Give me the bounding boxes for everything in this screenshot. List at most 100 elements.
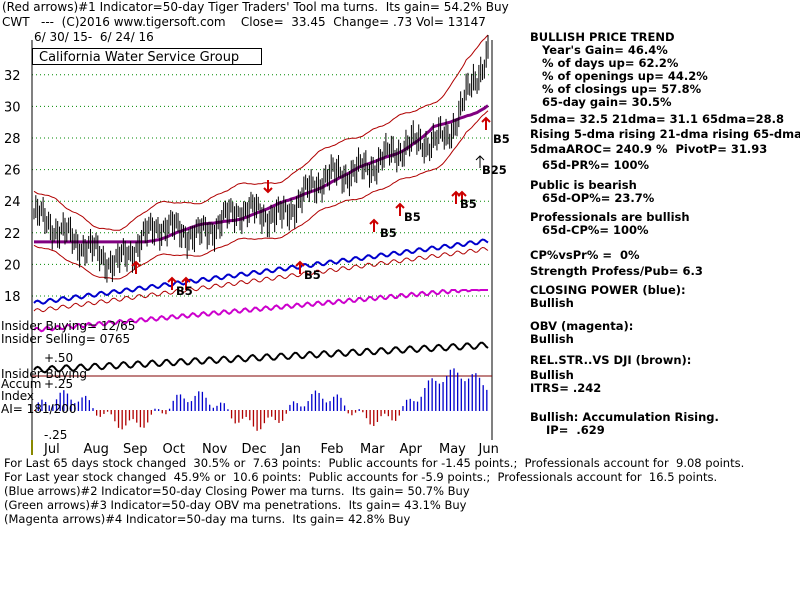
closing-power-ma — [33, 246, 489, 313]
accum-bar — [271, 410, 273, 417]
signal-arrow — [181, 276, 191, 290]
sidebar-line: BULLISH PRICE TREND — [530, 30, 675, 44]
header-line-1: (Red arrows)#1 Indicator=50-day Tiger Tr… — [2, 0, 509, 14]
accum-bar — [274, 410, 276, 421]
sidebar-line: Bullish — [530, 332, 574, 346]
accum-bar — [296, 403, 298, 411]
accum-bar — [219, 402, 222, 411]
accum-bar — [340, 397, 342, 411]
sidebar-line: % of closings up= 57.8% — [530, 82, 702, 96]
accum-bar — [63, 390, 65, 411]
x-tick-label: Jun — [478, 442, 499, 457]
sidebar-line: % of days up= 62.2% — [530, 56, 679, 70]
accum-bar — [475, 373, 477, 411]
sidebar-line: 5dmaAROC= 240.9 % PivotP= 31.93 — [530, 142, 768, 156]
accum-bar — [241, 410, 244, 419]
x-tick-label: Feb — [321, 442, 344, 457]
accum-bar — [460, 378, 462, 411]
insider-buying-short-label: Insider Buying — [1, 367, 87, 381]
sidebar-line: CLOSING POWER (blue): — [530, 283, 686, 297]
accum-bar — [263, 410, 266, 424]
accum-bar — [267, 410, 269, 418]
sidebar-line: OBV (magenta): — [530, 319, 634, 333]
closing-power-line — [33, 238, 489, 313]
accum-bar — [92, 408, 94, 411]
accum-bar — [354, 410, 357, 413]
header-line-3: 6/ 30/ 15- 6/ 24/ 16 — [34, 30, 154, 44]
x-tick-label: Sep — [123, 442, 148, 457]
sidebar-line: Bullish — [530, 368, 574, 382]
accum-bar — [95, 410, 98, 416]
accum-bar — [77, 401, 80, 411]
accum-bar — [285, 410, 287, 414]
sidebar-line: 65d-PR%= 100% — [530, 158, 649, 172]
signal-arrow — [131, 260, 141, 274]
accum-bar — [139, 410, 142, 428]
accum-bar — [143, 410, 145, 428]
accum-bar — [391, 410, 393, 421]
accum-bar — [446, 375, 448, 411]
accum-bar — [132, 410, 134, 420]
accum-bar — [380, 410, 382, 417]
accum-bar — [81, 397, 83, 411]
accum-bar — [212, 407, 214, 411]
accum-bar — [165, 410, 167, 415]
accum-bar — [216, 405, 218, 411]
accum-bar — [442, 382, 444, 411]
accum-bar — [365, 410, 368, 419]
accum-bar — [125, 410, 127, 426]
rel-strength — [33, 341, 489, 374]
accum-bar — [438, 383, 441, 411]
x-tick-label: Nov — [202, 442, 228, 457]
y-tick-label: 22 — [4, 227, 21, 242]
accum-bar — [464, 381, 466, 411]
accum-bar — [157, 409, 160, 411]
accum-bar — [467, 378, 470, 411]
plus25-label: +.25 — [44, 377, 74, 391]
accum-bar — [311, 394, 313, 411]
accum-bar — [44, 401, 47, 411]
index-label: Index — [1, 389, 35, 403]
accum-bar — [198, 391, 200, 411]
accum-bar — [329, 401, 331, 411]
ma65-line — [34, 104, 489, 244]
sidebar-line: 5dma= 32.5 21dma= 31.1 65dma=28.8 — [530, 112, 784, 126]
accum-bar — [420, 396, 422, 411]
upper-band — [33, 34, 489, 231]
signal-arrow — [395, 202, 405, 216]
sidebar-line: 65d-OP%= 23.7% — [530, 191, 655, 205]
sidebar-line: Rising 5-dma rising 21-dma rising 65-dma — [530, 127, 800, 141]
accum-bar — [373, 410, 375, 427]
accum-bar — [85, 395, 87, 411]
signal-arrow — [481, 116, 491, 130]
accum-bar — [227, 409, 229, 411]
accum-bar — [376, 410, 379, 422]
chart-title: California Water Service Group — [32, 48, 262, 65]
accum-bar — [289, 404, 291, 411]
footer-line: (Magenta arrows)#4 Indicator=50-day ma t… — [4, 512, 411, 526]
accum-bar — [307, 401, 309, 411]
header-line-2: CWT --- (C)2016 www.tigersoft.com Close=… — [2, 15, 486, 29]
accum-bar — [314, 390, 317, 411]
accum-bar — [136, 410, 138, 423]
ai-label: AI= 181/200 — [1, 402, 77, 416]
accum-bar — [343, 405, 346, 411]
accum-bar — [402, 406, 404, 411]
accum-bar — [471, 374, 473, 411]
accum-bar — [398, 410, 400, 416]
accum-bar — [52, 404, 54, 411]
accum-bar — [103, 410, 105, 414]
accum-bar — [34, 410, 36, 411]
accum-bar — [117, 410, 120, 428]
accum-bar — [457, 372, 459, 411]
footer-line: (Blue arrows)#2 Indicator=50-day Closing… — [4, 484, 470, 498]
obv — [33, 288, 488, 333]
accum-bar — [384, 410, 386, 414]
accum-bar — [303, 406, 306, 411]
accum-bar — [486, 389, 488, 411]
x-tick-label: Mar — [360, 442, 385, 457]
signal-b5-4: B5 — [404, 210, 421, 224]
footer-line: For Last 65 days stock changed 30.5% or … — [4, 456, 745, 470]
closing-power — [33, 238, 489, 305]
accum-bar — [322, 398, 324, 411]
